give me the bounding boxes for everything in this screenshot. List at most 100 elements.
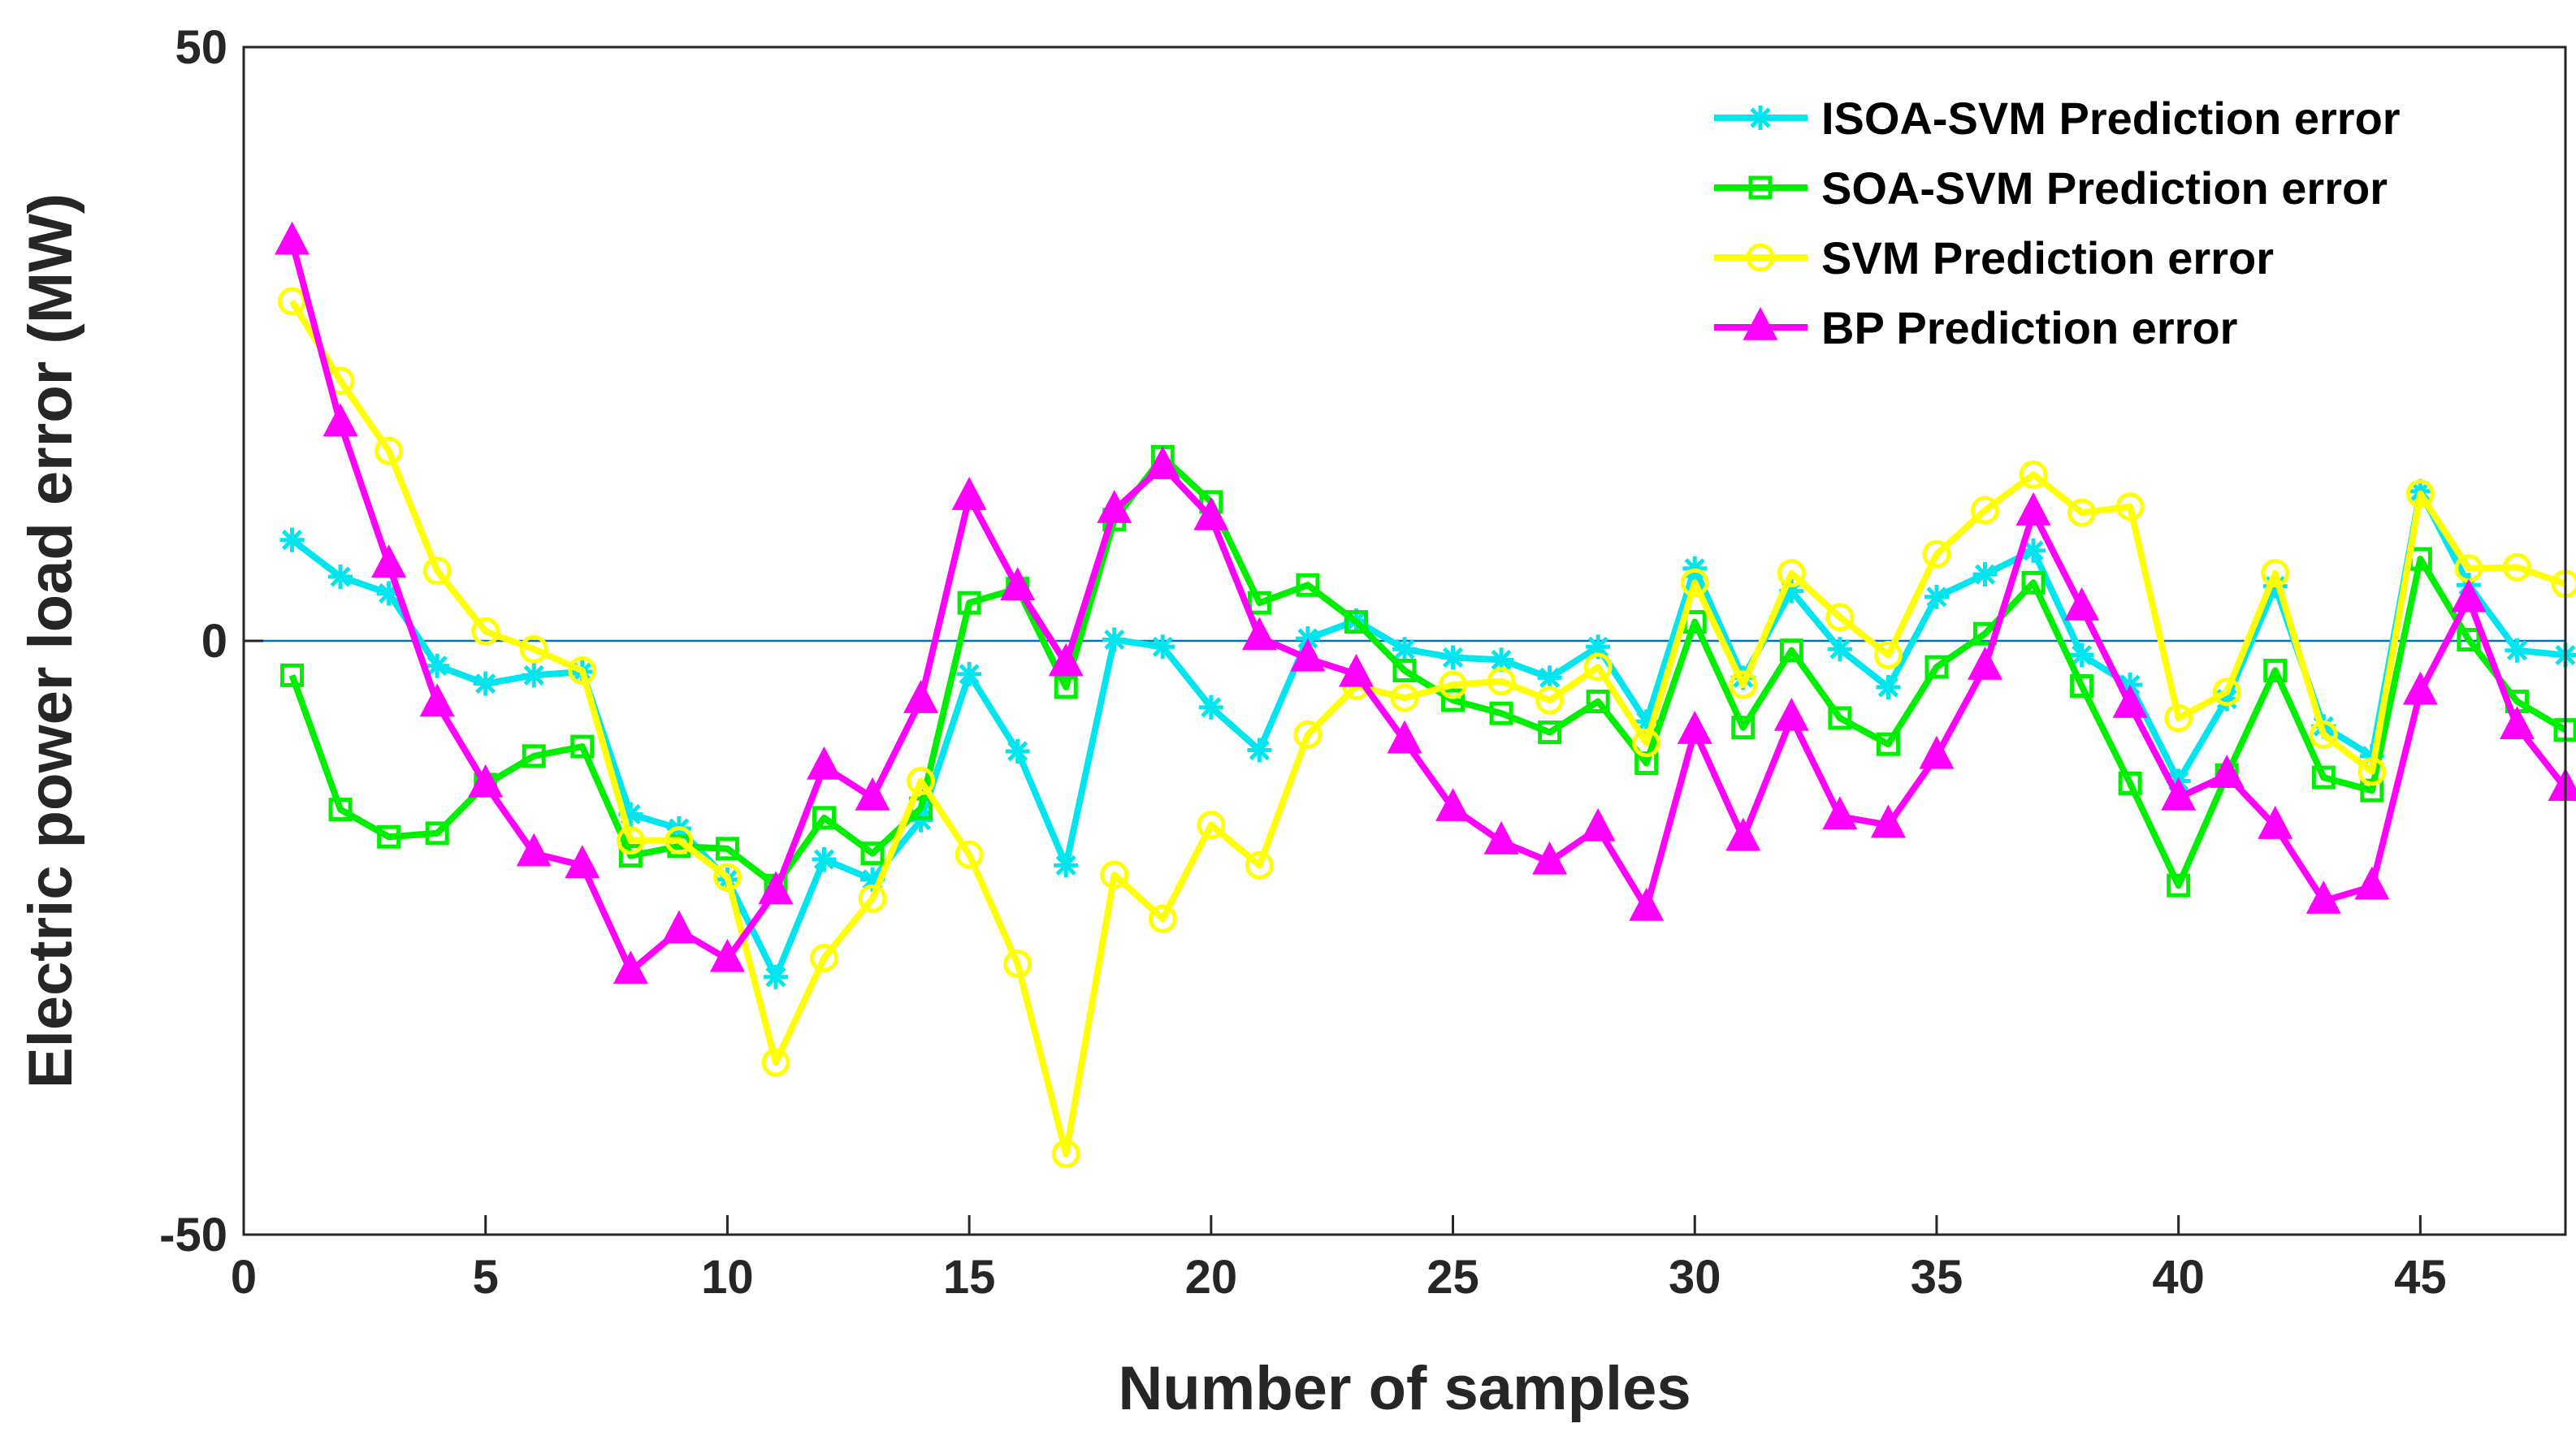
data-point	[1483, 821, 1519, 854]
x-tick-label: 15	[943, 1251, 996, 1304]
data-point	[1731, 716, 1756, 740]
data-point	[2069, 642, 2094, 668]
data-point	[2357, 757, 2387, 786]
series-layer	[275, 221, 2576, 1169]
data-point	[1051, 1140, 1080, 1169]
data-point	[908, 807, 933, 833]
y-tick-label: 50	[175, 21, 227, 74]
data-point	[1779, 578, 1804, 604]
data-point	[519, 634, 548, 664]
plot-area	[242, 45, 2576, 1236]
x-tick-label: 20	[1185, 1251, 1238, 1304]
data-point	[1150, 634, 1175, 660]
y-tick-label: 0	[201, 615, 227, 668]
legend-label: SVM Prediction error	[1821, 232, 2274, 283]
data-point	[2019, 460, 2048, 489]
data-point	[1680, 568, 1709, 597]
data-point	[1682, 556, 1708, 581]
data-point	[328, 565, 353, 590]
data-point	[2360, 778, 2384, 803]
data-point	[1537, 665, 1562, 690]
data-point	[2451, 578, 2487, 612]
data-point	[1919, 735, 1955, 769]
data-point	[1241, 617, 1277, 651]
legend-label: BP Prediction error	[1821, 302, 2237, 353]
data-point	[1922, 539, 1951, 569]
data-point	[1779, 638, 1803, 663]
data-point	[712, 863, 742, 892]
x-tick-label: 45	[2394, 1251, 2447, 1304]
data-point	[1392, 637, 1417, 662]
data-point	[374, 436, 404, 465]
data-point	[278, 287, 307, 316]
data-point	[279, 527, 305, 552]
legend-item: SOA-SVM Prediction error	[1714, 162, 2388, 214]
data-point	[1634, 709, 1659, 734]
data-point	[1290, 638, 1326, 672]
data-point	[570, 734, 595, 759]
data-point	[1583, 652, 1613, 681]
data-point	[2261, 559, 2290, 588]
data-point	[1746, 243, 1775, 272]
data-point	[2067, 498, 2097, 527]
data-point	[2309, 720, 2338, 749]
data-point	[1296, 573, 1320, 597]
data-point	[2354, 866, 2390, 900]
data-point	[2502, 552, 2531, 582]
data-point	[763, 964, 788, 989]
y-tick-label: -50	[159, 1209, 227, 1261]
data-point	[1873, 641, 1903, 670]
data-point	[2505, 638, 2530, 663]
legend-item: SVM Prediction error	[1714, 232, 2274, 283]
data-point	[1440, 645, 1466, 670]
data-point	[812, 806, 836, 830]
data-point	[1870, 804, 1906, 838]
data-point	[1489, 701, 1513, 725]
data-point	[2118, 771, 2142, 795]
y-axis-label: Electric power load error (MW)	[16, 193, 85, 1088]
y-axis: -50 0 50	[159, 21, 263, 1261]
data-point	[955, 840, 984, 869]
data-point	[565, 845, 600, 879]
data-point	[1390, 683, 1419, 712]
data-point	[618, 844, 643, 868]
data-point	[1729, 670, 1758, 699]
data-point	[1677, 711, 1712, 744]
data-point	[371, 544, 407, 578]
x-tick-label: 10	[701, 1251, 754, 1304]
data-point	[2311, 765, 2336, 790]
data-point	[1198, 694, 1223, 720]
data-point	[522, 663, 547, 688]
x-tick-label: 0	[231, 1251, 257, 1304]
data-point	[1435, 788, 1471, 821]
data-point	[1247, 738, 1272, 763]
data-point	[1487, 667, 1516, 696]
data-point	[2258, 806, 2293, 839]
data-point	[1392, 659, 1417, 683]
data-point	[1535, 686, 1565, 715]
data-point	[1580, 807, 1616, 841]
data-point	[2402, 671, 2438, 705]
series-line	[289, 299, 2567, 1157]
data-point	[1197, 811, 1226, 840]
data-point	[2115, 492, 2145, 521]
legend: ISOA-SVM Prediction error SOA-SVM Predict…	[1714, 93, 2401, 353]
x-tick-label: 25	[1427, 1251, 1479, 1304]
legend-label: ISOA-SVM Prediction error	[1821, 93, 2401, 144]
data-point	[1777, 559, 1806, 588]
data-point	[1773, 697, 1809, 731]
data-point	[807, 746, 842, 780]
data-point	[1145, 446, 1180, 479]
data-point	[1748, 106, 1773, 130]
data-point	[618, 802, 643, 827]
data-point	[1344, 610, 1368, 634]
data-point	[425, 653, 450, 678]
legend-item: BP Prediction error	[1714, 302, 2237, 353]
data-point	[1005, 738, 1030, 764]
data-point	[1586, 690, 1610, 714]
data-point	[1245, 850, 1274, 880]
data-point	[377, 824, 401, 849]
data-point	[1003, 950, 1033, 979]
data-point	[280, 663, 305, 687]
x-tick-label: 30	[1669, 1251, 1721, 1304]
